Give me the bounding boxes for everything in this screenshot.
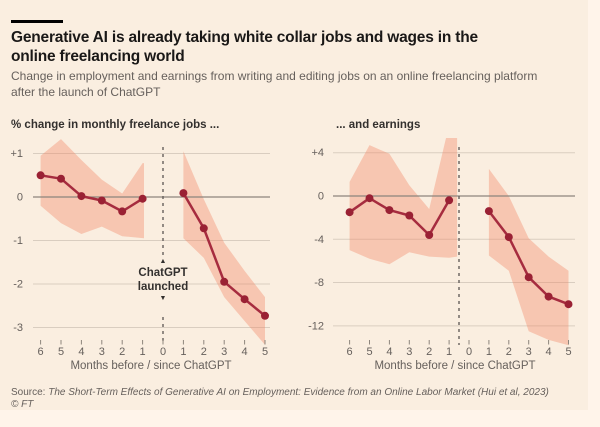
- y-axis-label: -1: [13, 235, 23, 247]
- x-tick-label: 1: [486, 346, 492, 358]
- data-point: [564, 300, 573, 309]
- y-axis-label: -8: [314, 277, 324, 289]
- ft-accent-bar: [11, 20, 63, 23]
- subtitle-line-1: Change in employment and earnings from w…: [11, 69, 538, 83]
- y-axis-label: 0: [17, 192, 23, 204]
- data-point: [445, 196, 454, 205]
- x-axis-title: Months before / since ChatGPT: [374, 360, 535, 372]
- source-prefix: Source:: [11, 387, 49, 398]
- x-tick-label: 4: [242, 346, 248, 358]
- x-axis-title: Months before / since ChatGPT: [70, 360, 231, 372]
- x-tick-label: 2: [201, 346, 207, 358]
- data-point: [484, 207, 493, 216]
- x-tick-label: 5: [58, 346, 64, 358]
- x-tick-label: 4: [386, 346, 392, 358]
- y-axis-label: 0: [318, 191, 324, 203]
- confidence-band: [183, 151, 265, 345]
- jobs-chart: +1 0 -1 -2 -3 6 5 4 3 2 1 0 1 2 3 4 5 Months before / sin…: [10, 139, 270, 372]
- earnings-chart-heading: ... and earnings: [336, 119, 421, 131]
- series-line: [348, 196, 451, 237]
- y-axis-label: -4: [314, 234, 324, 246]
- x-tick-label: 1: [446, 346, 452, 358]
- x-tick-label: 2: [119, 346, 125, 358]
- data-point: [199, 224, 208, 233]
- data-point: [138, 194, 147, 203]
- x-tick-label: 5: [262, 346, 268, 358]
- data-point: [345, 208, 354, 217]
- arrow-up-icon: ▲: [159, 258, 167, 265]
- data-point: [57, 174, 65, 183]
- data-point: [405, 211, 414, 220]
- source-title: The Short-Term Effects of Generative AI …: [48, 387, 549, 398]
- title-line-1: Generative AI is already taking white co…: [11, 29, 478, 46]
- x-tick-label: 2: [426, 346, 432, 358]
- x-tick-label: 5: [565, 346, 571, 358]
- y-axis-label: -12: [308, 320, 324, 332]
- data-point: [425, 231, 434, 239]
- x-tick-label: 0: [466, 346, 472, 358]
- source-note: Source: The Short-Term Effects of Genera…: [11, 387, 586, 399]
- x-tick-label: 2: [506, 346, 512, 358]
- data-point: [179, 189, 188, 198]
- jobs-chart-heading: % change in monthly freelance jobs ...: [11, 119, 220, 131]
- data-point: [365, 194, 374, 203]
- x-tick-label: 5: [366, 346, 372, 358]
- data-point: [524, 273, 533, 282]
- data-point: [220, 277, 229, 286]
- confidence-band: [488, 168, 569, 346]
- data-point: [385, 206, 394, 215]
- annotation-line-1: ChatGPT: [138, 267, 188, 279]
- data-point: [544, 292, 553, 301]
- y-axis-label: +1: [10, 148, 23, 160]
- y-axis-label: -2: [13, 279, 23, 291]
- ft-copyright: © FT: [11, 399, 34, 410]
- chatgpt-launch-annotation: ▲ ChatGPT launched ▼: [118, 257, 208, 303]
- data-point: [240, 295, 249, 304]
- x-tick-label: 1: [140, 346, 146, 358]
- annotation-line-2: launched: [137, 281, 189, 293]
- data-point: [118, 207, 127, 216]
- confidence-band: [40, 139, 144, 239]
- x-tick-label: 3: [221, 346, 227, 358]
- y-axis-label: +4: [311, 147, 324, 159]
- chart-card: [0, 0, 588, 410]
- subtitle-line-2: after the launch of ChatGPT: [11, 84, 161, 99]
- data-point: [261, 311, 269, 320]
- x-tick-label: 4: [78, 346, 84, 358]
- x-tick-label: 4: [546, 346, 552, 358]
- y-axis-label: -3: [13, 322, 23, 334]
- x-tick-label: 0: [160, 346, 166, 358]
- data-point: [77, 192, 86, 201]
- x-tick-label: 3: [406, 346, 412, 358]
- data-point: [97, 196, 106, 205]
- data-point: [504, 233, 513, 242]
- x-tick-label: 3: [99, 346, 105, 358]
- page-title: Generative AI is already taking white co…: [11, 28, 571, 66]
- title-line-2: online freelancing world: [11, 48, 185, 65]
- arrow-down-icon: ▼: [159, 295, 167, 302]
- page-subtitle: Change in employment and earnings from w…: [11, 69, 589, 100]
- x-tick-label: 1: [180, 346, 186, 358]
- x-tick-label: 3: [526, 346, 532, 358]
- x-tick-label: 6: [347, 346, 353, 358]
- data-point: [36, 171, 45, 180]
- x-tick-label: 6: [38, 346, 44, 358]
